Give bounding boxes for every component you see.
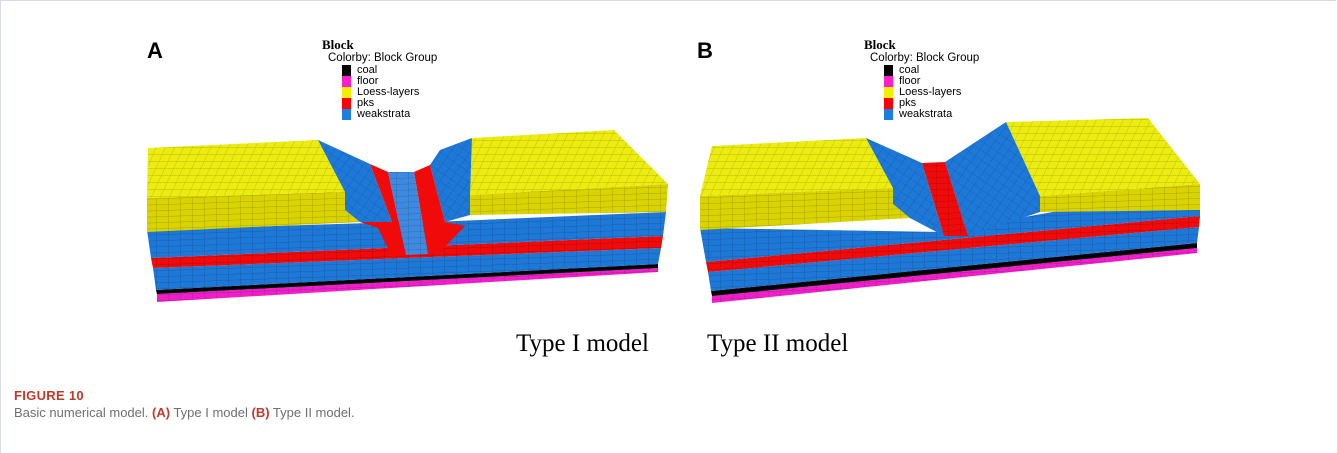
legend-item-loess: Loess-layers	[342, 87, 437, 98]
legend-item-weakstrata: weakstrata	[884, 109, 979, 120]
legend-title: Block	[322, 37, 354, 52]
figure-caption: Basic numerical model. (A) Type I model …	[14, 405, 355, 420]
legend-item-pks: pks	[342, 98, 437, 109]
swatch-loess	[884, 87, 893, 98]
swatch-weakstrata	[342, 109, 351, 120]
legend-item-coal: coal	[884, 65, 979, 76]
panel-b-letter: B	[697, 38, 713, 63]
frame-top-border	[0, 0, 1336, 1]
model-a-pks-valley-left	[360, 164, 406, 257]
legend-title: Block	[864, 37, 896, 52]
swatch-floor	[342, 76, 351, 87]
model-b-label: Type II model	[707, 330, 849, 357]
legend-item-loess: Loess-layers	[884, 87, 979, 98]
panel-a-legend: Block Colorby: Block Group coal floor Lo…	[322, 38, 437, 120]
legend-item-weakstrata: weakstrata	[342, 109, 437, 120]
legend-item-floor: floor	[342, 76, 437, 87]
swatch-loess	[342, 87, 351, 98]
caption-text-a: Type I model	[170, 405, 252, 420]
legend-colorby: Colorby: Block Group	[870, 52, 980, 64]
legend-item-floor: floor	[884, 76, 979, 87]
swatch-coal	[342, 65, 351, 76]
model-a-label: Type I model	[516, 330, 649, 357]
caption-lead: Basic numerical model.	[14, 405, 149, 420]
swatch-coal	[884, 65, 893, 76]
legend-item-coal: coal	[342, 65, 437, 76]
swatch-weakstrata	[884, 109, 893, 120]
model-a-pks-valley-right	[414, 165, 465, 254]
legend-colorby: Colorby: Block Group	[328, 52, 438, 64]
caption-text-b: Type II model.	[269, 405, 355, 420]
panel-b-legend: Block Colorby: Block Group coal floor Lo…	[864, 38, 979, 120]
legend-item-pks: pks	[884, 98, 979, 109]
panel-a-letter: A	[147, 38, 163, 63]
model-b-coal-layer	[711, 243, 1197, 296]
frame-left-border	[0, 0, 1, 453]
model-a-3d-block	[147, 130, 668, 302]
swatch-pks	[884, 98, 893, 109]
figure-number: FIGURE 10	[14, 388, 84, 403]
model-b-3d-block	[700, 118, 1200, 303]
caption-tag-a: (A)	[152, 405, 171, 420]
caption-tag-b: (B)	[251, 405, 270, 420]
model-a-coal-layer	[156, 264, 658, 294]
swatch-pks	[342, 98, 351, 109]
swatch-floor	[884, 76, 893, 87]
